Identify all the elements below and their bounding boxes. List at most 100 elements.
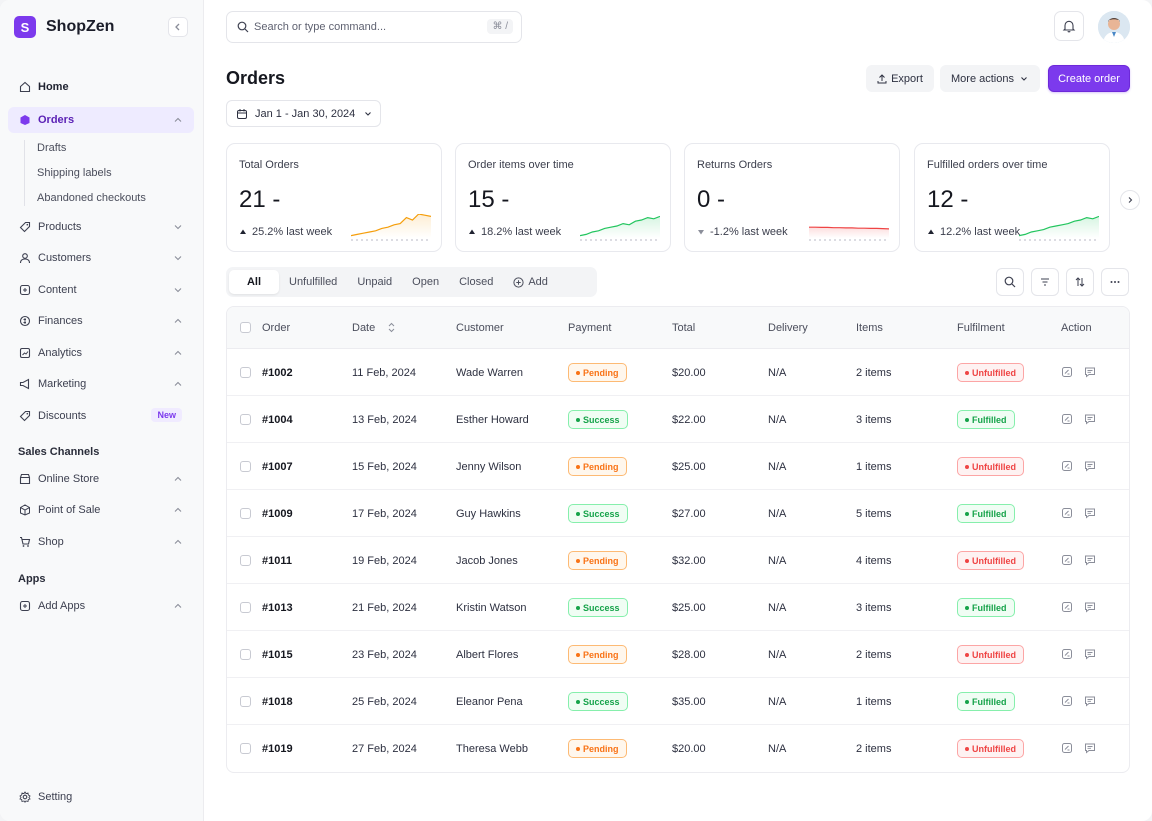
edit-note-icon[interactable] <box>1061 601 1073 613</box>
column-header-payment[interactable]: Payment <box>568 322 612 334</box>
sidebar-item-add-apps[interactable]: Add Apps <box>8 593 194 619</box>
order-id[interactable]: #1019 <box>262 743 293 755</box>
row-checkbox[interactable] <box>240 461 251 472</box>
edit-note-icon[interactable] <box>1061 554 1073 566</box>
sidebar-item-discounts[interactable]: Discounts New <box>8 403 194 429</box>
message-icon[interactable] <box>1084 366 1096 378</box>
message-icon[interactable] <box>1084 601 1096 613</box>
table-row[interactable]: #1009 17 Feb, 2024 Guy Hawkins Success $27.0… <box>227 490 1129 537</box>
payment-status-badge: Success <box>568 692 628 711</box>
create-order-button[interactable]: Create order <box>1048 65 1130 92</box>
order-id[interactable]: #1004 <box>262 414 293 426</box>
order-id[interactable]: #1009 <box>262 508 293 520</box>
column-header-fulfilment[interactable]: Fulfilment <box>957 322 1005 334</box>
tab-open[interactable]: Open <box>412 276 440 288</box>
sidebar-item-content[interactable]: Content <box>8 277 194 303</box>
more-actions-button[interactable]: More actions <box>940 65 1040 92</box>
brand[interactable]: S ShopZen <box>14 16 114 38</box>
order-id[interactable]: #1002 <box>262 367 293 379</box>
edit-note-icon[interactable] <box>1061 507 1073 519</box>
edit-note-icon[interactable] <box>1061 742 1073 754</box>
sidebar-item-finances[interactable]: Finances <box>8 308 194 334</box>
edit-note-icon[interactable] <box>1061 460 1073 472</box>
message-icon[interactable] <box>1084 695 1096 707</box>
export-button[interactable]: Export <box>866 65 934 92</box>
column-header-date[interactable]: Date <box>352 322 376 334</box>
sidebar-item-home[interactable]: Home <box>8 74 194 100</box>
table-row[interactable]: #1018 25 Feb, 2024 Eleanor Pena Success $35.… <box>227 678 1129 725</box>
avatar[interactable] <box>1098 11 1130 43</box>
sparkline-chart <box>351 214 431 241</box>
column-header-customer[interactable]: Customer <box>456 322 504 334</box>
row-checkbox[interactable] <box>240 508 251 519</box>
collapse-sidebar-button[interactable] <box>168 17 188 37</box>
column-header-order[interactable]: Order <box>262 322 291 334</box>
fulfilment-status-text: Fulfilled <box>972 508 1007 519</box>
filter-button[interactable] <box>1031 268 1059 296</box>
table-row[interactable]: #1002 11 Feb, 2024 Wade Warren Pending $20.0… <box>227 349 1129 396</box>
row-checkbox[interactable] <box>240 696 251 707</box>
sidebar-item-point-of-sale[interactable]: Point of Sale <box>8 497 194 523</box>
sidebar-item-shop[interactable]: Shop <box>8 529 194 555</box>
sort-button[interactable] <box>1066 268 1094 296</box>
row-checkbox[interactable] <box>240 367 251 378</box>
search-input[interactable]: Search or type command... ⌘ / <box>226 11 522 43</box>
order-id[interactable]: #1007 <box>262 461 293 473</box>
more-options-button[interactable] <box>1101 268 1129 296</box>
tab-unpaid[interactable]: Unpaid <box>357 276 393 288</box>
table-row[interactable]: #1007 15 Feb, 2024 Jenny Wilson Pending $25.… <box>227 443 1129 490</box>
table-row[interactable]: #1013 21 Feb, 2024 Kristin Watson Success $2… <box>227 584 1129 631</box>
table-row[interactable]: #1015 23 Feb, 2024 Albert Flores Pending $28… <box>227 631 1129 678</box>
row-checkbox[interactable] <box>240 602 251 613</box>
tab-closed[interactable]: Closed <box>459 276 494 288</box>
row-checkbox[interactable] <box>240 743 251 754</box>
row-checkbox[interactable] <box>240 414 251 425</box>
message-icon[interactable] <box>1084 648 1096 660</box>
order-id[interactable]: #1015 <box>262 649 293 661</box>
sidebar-item-orders[interactable]: Orders <box>8 107 194 133</box>
sidebar-subitem-drafts[interactable]: Drafts <box>37 142 67 154</box>
table-row[interactable]: #1004 13 Feb, 2024 Esther Howard Success $22… <box>227 396 1129 443</box>
date-range-picker[interactable]: Jan 1 - Jan 30, 2024 <box>226 100 381 127</box>
column-header-delivery[interactable]: Delivery <box>768 322 808 334</box>
select-all-checkbox[interactable] <box>240 322 251 333</box>
table-search-button[interactable] <box>996 268 1024 296</box>
sidebar-item-analytics[interactable]: Analytics <box>8 340 194 366</box>
cards-next-button[interactable] <box>1120 190 1140 210</box>
message-icon[interactable] <box>1084 460 1096 472</box>
column-header-total[interactable]: Total <box>672 322 696 334</box>
table-row[interactable]: #1019 27 Feb, 2024 Theresa Webb Pending $20.… <box>227 725 1129 772</box>
sidebar-item-setting[interactable]: Setting <box>8 784 194 810</box>
message-icon[interactable] <box>1084 507 1096 519</box>
sidebar-item-marketing[interactable]: Marketing <box>8 371 194 397</box>
stat-card[interactable]: Order items over time 15 - 18.2% last week <box>455 143 671 252</box>
message-icon[interactable] <box>1084 742 1096 754</box>
sidebar-subitem-abandoned-checkouts[interactable]: Abandoned checkouts <box>37 192 146 204</box>
sort-icon[interactable] <box>387 322 396 333</box>
sidebar-item-customers[interactable]: Customers <box>8 245 194 271</box>
stat-card[interactable]: Returns Orders 0 - -1.2% last week <box>684 143 900 252</box>
order-id[interactable]: #1018 <box>262 696 293 708</box>
edit-note-icon[interactable] <box>1061 366 1073 378</box>
column-header-items[interactable]: Items <box>856 322 883 334</box>
sidebar-item-products[interactable]: Products <box>8 214 194 240</box>
triangle-up-icon <box>928 229 934 234</box>
table-row[interactable]: #1011 19 Feb, 2024 Jacob Jones Pending $32.0… <box>227 537 1129 584</box>
order-id[interactable]: #1011 <box>262 555 292 567</box>
tab-all[interactable]: All <box>229 270 279 294</box>
notifications-button[interactable] <box>1054 11 1084 41</box>
sidebar-item-online-store[interactable]: Online Store <box>8 466 194 492</box>
order-id[interactable]: #1013 <box>262 602 293 614</box>
row-checkbox[interactable] <box>240 555 251 566</box>
stat-card[interactable]: Fulfilled orders over time 12 - 12.2% last… <box>914 143 1110 252</box>
message-icon[interactable] <box>1084 413 1096 425</box>
stat-card[interactable]: Total Orders 21 - 25.2% last week <box>226 143 442 252</box>
message-icon[interactable] <box>1084 554 1096 566</box>
tab-unfulfilled[interactable]: Unfulfilled <box>289 276 338 288</box>
edit-note-icon[interactable] <box>1061 695 1073 707</box>
tab-add[interactable]: Add <box>503 270 558 294</box>
edit-note-icon[interactable] <box>1061 648 1073 660</box>
row-checkbox[interactable] <box>240 649 251 660</box>
edit-note-icon[interactable] <box>1061 413 1073 425</box>
sidebar-subitem-shipping-labels[interactable]: Shipping labels <box>37 167 112 179</box>
